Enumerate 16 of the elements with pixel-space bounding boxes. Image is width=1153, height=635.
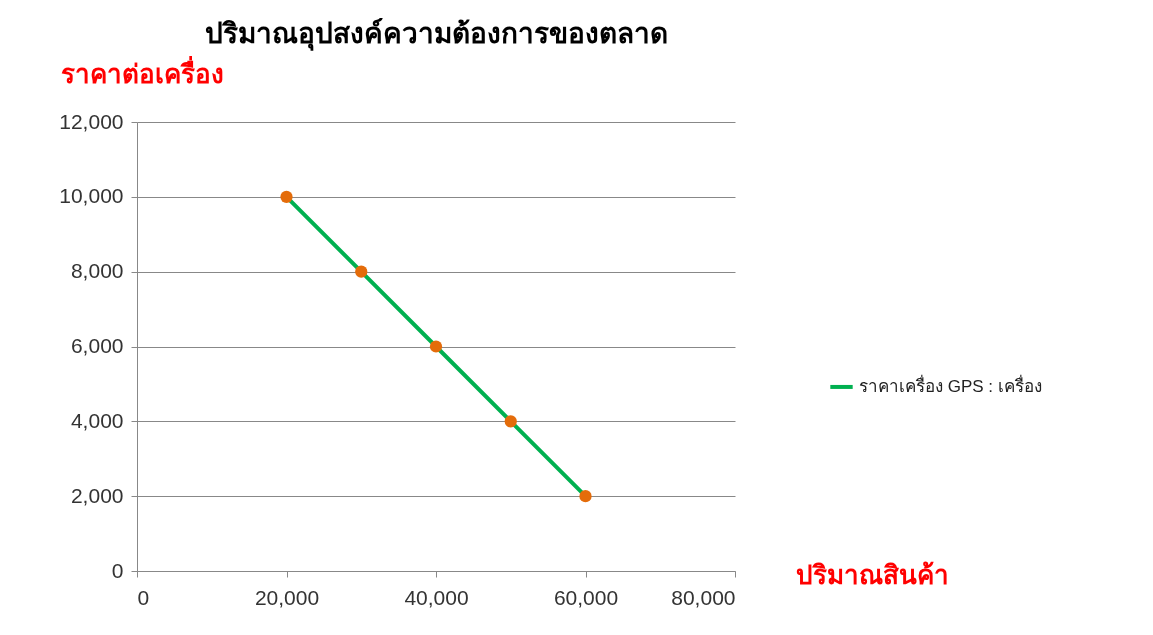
y-tick-label: 8,000 <box>70 259 124 283</box>
chart-title: ปริมาณอุปสงค์ความต้องการของตลาด <box>204 18 668 51</box>
y-tick-label: 10,000 <box>59 184 124 208</box>
y-tick-label: 4,000 <box>70 408 124 432</box>
y-tick-label: 6,000 <box>70 334 124 357</box>
x-tick-label: 80,000 <box>671 585 736 609</box>
x-tick-label: 60,000 <box>553 585 619 609</box>
legend-label: ราคาเครื่อง GPS : เครื่อง <box>859 373 1042 396</box>
y-tick-label: 0 <box>111 558 124 582</box>
y-axis-title: ราคาต่อเครื่อง <box>60 54 224 89</box>
x-tick-label: 0 <box>137 585 150 609</box>
x-tick-label: 40,000 <box>404 585 469 609</box>
x-axis-title: ปริมาณสินค้า <box>795 560 949 590</box>
y-tick-label: 12,000 <box>59 109 124 133</box>
y-tick-label: 2,000 <box>70 483 124 507</box>
x-tick-label: 20,000 <box>254 585 320 609</box>
